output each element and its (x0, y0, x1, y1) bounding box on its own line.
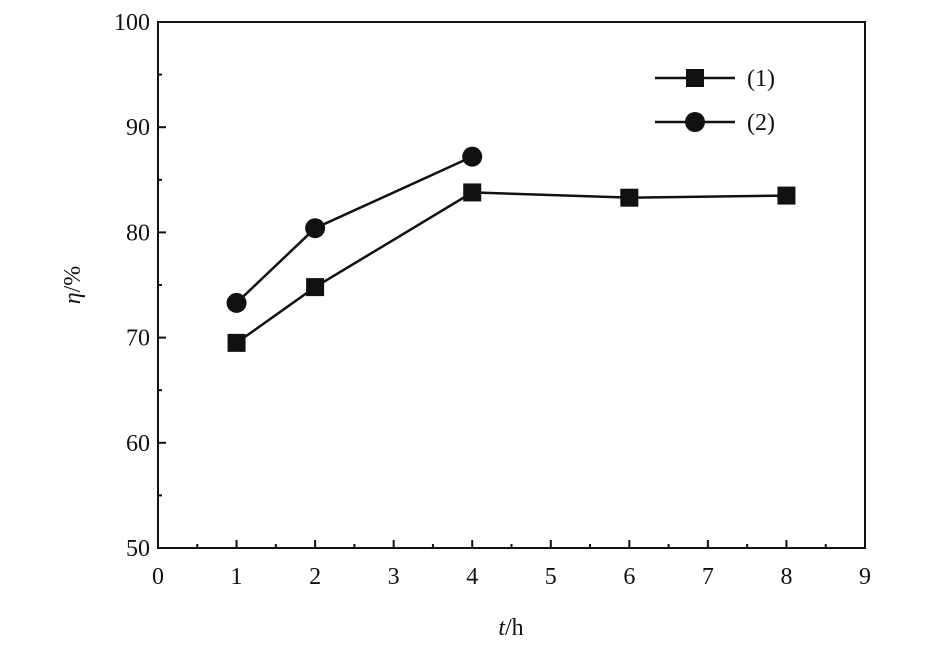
legend-label-2: (2) (747, 110, 775, 136)
data-point-circle (462, 146, 483, 167)
x-tick-label: 4 (466, 564, 478, 590)
x-tick-label: 5 (545, 564, 557, 590)
data-point-square (227, 333, 246, 352)
legend: (1) (2) (655, 66, 775, 136)
plot-frame (157, 21, 866, 549)
data-point-square (306, 278, 325, 297)
legend-circle-marker (685, 112, 705, 132)
data-point-circle (226, 292, 247, 313)
x-tick-label: 7 (702, 564, 714, 590)
y-axis-title: η/% (60, 266, 86, 305)
y-axis-unit: /% (60, 266, 86, 293)
x-tick-label: 2 (309, 564, 321, 590)
x-tick-label: 1 (231, 564, 243, 590)
y-tick-label: 100 (114, 10, 150, 36)
x-axis-unit: /h (505, 615, 524, 641)
data-point-square (777, 186, 796, 205)
legend-square-marker (686, 69, 704, 87)
x-tick-label: 6 (623, 564, 635, 590)
series-layer (226, 146, 796, 352)
y-tick-label: 60 (126, 431, 150, 457)
legend-entry-2: (2) (655, 110, 775, 136)
x-tick-label: 0 (152, 564, 164, 590)
y-tick-label: 80 (126, 220, 150, 246)
legend-entry-1: (1) (655, 66, 775, 92)
series-line-2 (235, 155, 473, 304)
data-point-square (620, 188, 639, 207)
y-tick-label: 50 (126, 536, 150, 562)
x-axis-var: t (498, 615, 506, 641)
x-tick-label: 9 (859, 564, 871, 590)
x-tick-label: 8 (780, 564, 792, 590)
series-1 (227, 183, 796, 352)
data-point-circle (305, 218, 326, 239)
y-tick-label: 90 (126, 115, 150, 141)
legend-label-1: (1) (747, 66, 775, 92)
x-tick-label: 3 (388, 564, 400, 590)
x-axis-title: t/h (498, 615, 523, 641)
series-line-1 (235, 191, 787, 344)
y-axis-var: η (60, 292, 86, 304)
plot-area: 0 1 2 3 4 5 6 7 8 9 50 60 70 80 90 100 (114, 10, 871, 590)
series-2 (226, 146, 483, 313)
y-tick-label: 70 (126, 326, 150, 352)
y-axis-ticks: 50 60 70 80 90 100 (114, 10, 166, 562)
x-axis-ticks: 0 1 2 3 4 5 6 7 8 9 (152, 540, 871, 590)
data-point-square (463, 183, 482, 202)
